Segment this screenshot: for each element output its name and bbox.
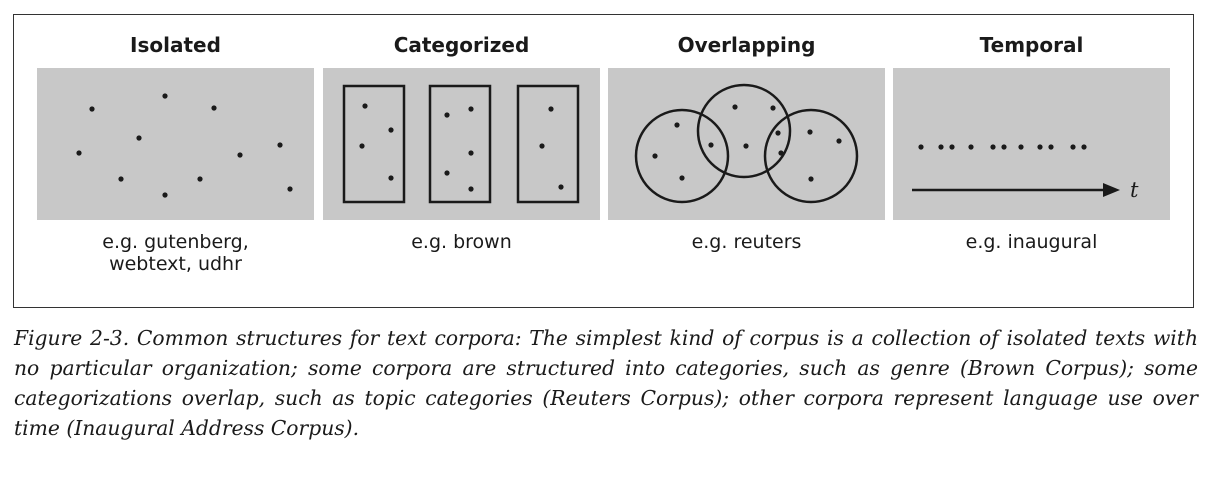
point — [468, 106, 474, 112]
panel-caption: e.g. gutenberg, webtext, udhr — [37, 231, 314, 275]
point — [918, 144, 924, 150]
point — [444, 112, 450, 118]
panel-caption: e.g. inaugural — [893, 231, 1170, 253]
topic-circle — [696, 83, 792, 179]
time-axis-label: t — [1130, 178, 1139, 202]
point — [468, 186, 474, 192]
category-box — [428, 84, 492, 204]
point — [287, 186, 293, 192]
point — [990, 144, 996, 150]
point — [388, 175, 394, 181]
point — [679, 175, 685, 181]
panel-title: Categorized — [393, 33, 530, 57]
caption-line: e.g. inaugural — [965, 231, 1098, 253]
point — [211, 105, 217, 111]
point — [708, 142, 714, 148]
point — [652, 153, 658, 159]
point — [548, 106, 554, 112]
point — [1048, 144, 1054, 150]
point — [558, 184, 564, 190]
point — [770, 105, 776, 111]
figure-caption-text: Common structures for text corpora: The … — [14, 326, 1199, 440]
point — [136, 135, 142, 141]
panel-caption: e.g. reuters — [608, 231, 885, 253]
point — [807, 129, 813, 135]
point — [938, 144, 944, 150]
point — [674, 122, 680, 128]
categorized-diagram — [342, 84, 580, 204]
overlapping-diagram — [634, 83, 859, 204]
point — [743, 143, 749, 149]
point — [162, 93, 168, 99]
point — [1081, 144, 1087, 150]
category-box — [342, 84, 406, 204]
point — [362, 103, 368, 109]
point — [162, 192, 168, 198]
panel-title: Overlapping — [677, 33, 816, 57]
point — [1070, 144, 1076, 150]
figure-caption: Figure 2-3. Common structures for text c… — [14, 323, 1198, 443]
topic-circle — [634, 108, 730, 204]
point — [808, 176, 814, 182]
diagram-box — [323, 68, 600, 220]
arrow-head-icon — [1103, 183, 1120, 197]
point — [968, 144, 974, 150]
caption-line: e.g. reuters — [691, 231, 802, 253]
point — [359, 143, 365, 149]
point — [237, 152, 243, 158]
diagram-box — [608, 68, 885, 220]
point — [197, 176, 203, 182]
point — [539, 143, 545, 149]
panel-caption: e.g. brown — [323, 231, 600, 253]
panel-title: Temporal — [979, 33, 1084, 57]
point — [444, 170, 450, 176]
topic-circle — [763, 108, 859, 204]
point — [118, 176, 124, 182]
caption-line: webtext, udhr — [109, 253, 242, 275]
caption-line: e.g. brown — [411, 231, 512, 253]
figure-label: Figure 2-3. — [14, 326, 130, 350]
point — [1037, 144, 1043, 150]
diagram-box — [37, 68, 314, 220]
point — [778, 150, 784, 156]
point — [76, 150, 82, 156]
isolated-points-diagram — [76, 93, 293, 198]
point — [468, 150, 474, 156]
point — [732, 104, 738, 110]
point — [1018, 144, 1024, 150]
point — [388, 127, 394, 133]
point — [836, 138, 842, 144]
point — [89, 106, 95, 112]
point — [277, 142, 283, 148]
point — [949, 144, 955, 150]
diagram-box: t — [893, 68, 1170, 220]
temporal-diagram: t — [912, 144, 1139, 202]
point — [1001, 144, 1007, 150]
category-box — [516, 84, 580, 204]
caption-line: e.g. gutenberg, — [102, 231, 249, 253]
panel-title: Isolated — [130, 33, 221, 57]
point — [775, 130, 781, 136]
figure-frame: Isolated e.g. gutenberg, — [13, 14, 1194, 308]
